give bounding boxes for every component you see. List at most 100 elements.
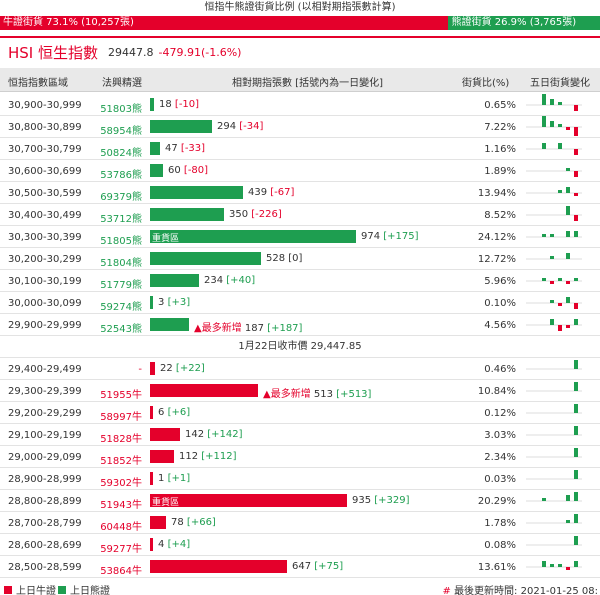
range-cell: 29,300-29,399 [8,386,82,397]
table-row[interactable]: 28,900-28,999 59302牛 1 [+1] 0.03% [0,468,600,490]
table-row[interactable]: 30,800-30,899 58954熊 294 [-34] 7.22% [0,116,600,138]
street-pct-cell: 3.03% [484,430,516,441]
warrant-code-link[interactable]: 69379熊 [100,192,142,203]
table-row[interactable]: 29,400-29,499 - 22 [+22] 0.46% [0,358,600,380]
sparkline-bar [558,325,562,331]
bear-legend-label: 上日熊證 [70,586,110,595]
contracts-bar [150,296,153,309]
warrant-code-link[interactable]: 51943牛 [100,500,142,511]
sparkline-bar [566,520,570,523]
sparkline-bar [566,495,570,501]
most-new-tag: ▲最多新增 [194,323,242,334]
contracts-value: 528 [266,253,286,264]
warrant-code-link[interactable]: 51955牛 [100,390,142,401]
table-row[interactable]: 30,700-30,799 50824熊 47 [-33] 1.16% [0,138,600,160]
table-row[interactable]: 28,600-28,699 59277牛 4 [+4] 0.08% [0,534,600,556]
contracts-label: 47 [-33] [165,143,205,154]
sparkline-bar [574,404,578,413]
contracts-value: 439 [248,187,268,198]
header-fiveday: 五日街貨變化 [530,78,590,89]
warrant-code-link[interactable]: 51828牛 [100,434,142,445]
five-day-sparkline [526,514,582,524]
table-row[interactable]: 28,800-28,899 51943牛 重貨區 935 [+329] 20.29% [0,490,600,512]
five-day-sparkline [526,561,582,570]
table-row[interactable]: 30,200-30,299 51804熊 528 [0] 12.72% [0,248,600,270]
range-cell: 28,600-28,699 [8,540,82,551]
warrant-code-link[interactable]: 59302牛 [100,478,142,489]
range-cell: 30,300-30,399 [8,232,82,243]
table-row[interactable]: 29,300-29,399 51955牛 ▲最多新增 513 [+513] 10.84… [0,380,600,402]
warrant-code-link[interactable]: 53712熊 [100,214,142,225]
five-day-sparkline [526,492,582,502]
sparkline-bar [542,561,546,567]
warrant-code-link[interactable]: 51803熊 [100,104,142,115]
range-cell: 30,500-30,599 [8,188,82,199]
warrant-code-link[interactable]: 58954熊 [100,126,142,137]
contracts-change: [+175] [383,231,419,242]
range-cell: 29,000-29,099 [8,452,82,463]
warrant-code-link[interactable]: 51805熊 [100,236,142,247]
sparkline-bar [574,215,578,221]
range-cell: 30,700-30,799 [8,144,82,155]
contracts-label: 528 [0] [266,253,302,264]
contracts-label: 60 [-80] [168,165,208,176]
table-row[interactable]: 29,900-29,999 52543熊 ▲最多新增 187 [+187] 4.56% [0,314,600,336]
sparkline-bar [574,105,578,111]
street-pct-cell: 13.61% [477,562,516,573]
contracts-change: [+66] [186,517,216,528]
sparkline-bar [566,231,570,237]
warrant-code-link[interactable]: 50824熊 [100,148,142,159]
contracts-value: 4 [158,539,165,550]
table-row[interactable]: 29,200-29,299 58997牛 6 [+6] 0.12% [0,402,600,424]
warrant-code-link[interactable]: 59274熊 [100,302,142,313]
table-row[interactable]: 30,300-30,399 51805熊 重貨區 974 [+175] 24.12% [0,226,600,248]
warrant-code-link[interactable]: 53864牛 [100,566,142,577]
warrant-code-link[interactable]: 51852牛 [100,456,142,467]
warrant-code-link[interactable]: 51779熊 [100,280,142,291]
street-pct-cell: 5.96% [484,276,516,287]
warrant-code-link[interactable]: 59277牛 [100,544,142,555]
header-range: 恒指指數區域 [8,78,68,89]
sparkline-bar [542,278,546,281]
sparkline-bar [558,124,562,127]
sparkline-bar [574,382,578,391]
five-day-sparkline [526,404,582,414]
contracts-value: 350 [229,209,249,220]
table-row[interactable]: 29,000-29,099 51852牛 112 [+112] 2.34% [0,446,600,468]
sparkline-bar [574,171,578,177]
contracts-label: 4 [+4] [158,539,190,550]
contracts-bar [150,120,212,133]
hash-mark: # [442,586,451,595]
table-row[interactable]: 29,100-29,199 51828牛 142 [+142] 3.03% [0,424,600,446]
table-row[interactable]: 28,700-28,799 60448牛 78 [+66] 1.78% [0,512,600,534]
close-price-divider: 1月22日收市價 29,447.85 [0,336,600,358]
contracts-change: [+187] [267,323,303,334]
warrant-code-link[interactable]: 60448牛 [100,522,142,533]
table-row[interactable]: 30,000-30,099 59274熊 3 [+3] 0.10% [0,292,600,314]
range-cell: 30,900-30,999 [8,100,82,111]
table-row[interactable]: 30,400-30,499 53712熊 350 [-226] 8.52% [0,204,600,226]
sparkline-bar [558,564,562,567]
sparkline-bar [574,536,578,545]
table-row[interactable]: 28,500-28,599 53864牛 647 [+75] 13.61% [0,556,600,578]
heavy-zone-tag: 重貨區 [152,498,180,508]
contracts-label: 3 [+3] [158,297,190,308]
index-name: HSI 恒生指數 [8,43,98,62]
last-updated: # 最後更新時間: 2021-01-25 08: [442,582,598,595]
warrant-code-link[interactable]: - [138,364,142,375]
contracts-label: 647 [+75] [292,561,343,572]
warrant-code-link[interactable]: 58997牛 [100,412,142,423]
contracts-label: 935 [+329] [352,495,410,506]
contracts-value: 47 [165,143,178,154]
table-row[interactable]: 30,500-30,599 69379熊 439 [-67] 13.94% [0,182,600,204]
table-row[interactable]: 30,100-30,199 51779熊 234 [+40] 5.96% [0,270,600,292]
warrant-code-link[interactable]: 52543熊 [100,324,142,335]
warrant-code-link[interactable]: 53786熊 [100,170,142,181]
table-row[interactable]: 30,900-30,999 51803熊 18 [-10] 0.65% [0,94,600,116]
contracts-change: [-80] [183,165,209,176]
sparkline-bar [566,187,570,193]
street-pct-cell: 8.52% [484,210,516,221]
table-row[interactable]: 30,600-30,699 53786熊 60 [-80] 1.89% [0,160,600,182]
contracts-label: 439 [-67] [248,187,294,198]
warrant-code-link[interactable]: 51804熊 [100,258,142,269]
